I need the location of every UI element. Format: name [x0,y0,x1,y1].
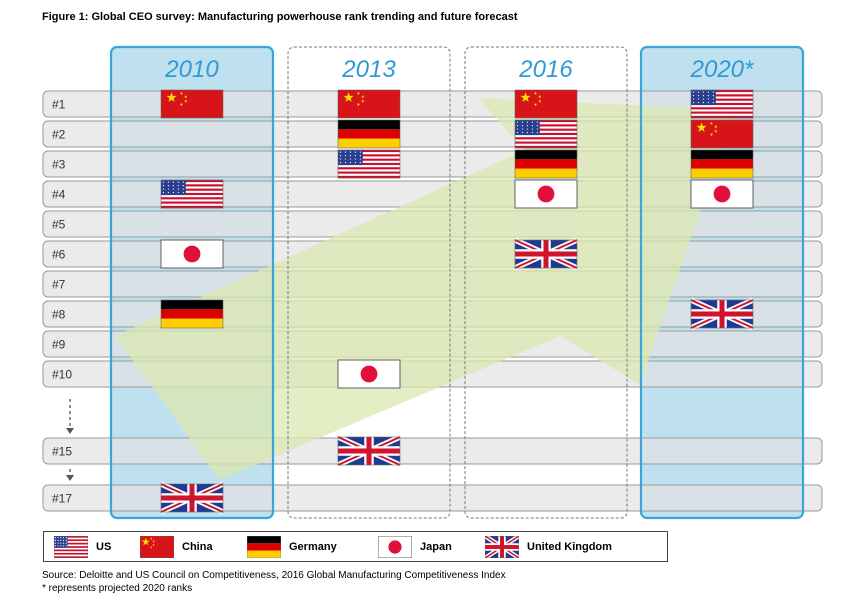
year-header: 2010 [164,56,219,83]
uk-flag-icon [689,297,755,331]
rank-label: #5 [52,218,66,232]
projection-note: * represents projected 2020 ranks [42,583,193,594]
us-flag-icon [54,535,88,558]
japan-flag-icon [378,535,412,558]
column-border [639,45,805,520]
germany-flag-icon [160,299,224,329]
china-flag-icon [160,89,224,119]
japan-flag-icon [514,179,578,209]
legend-item-uk: United Kingdom [485,532,612,561]
rank-label: #8 [52,308,66,322]
rank-label: #10 [52,368,72,382]
gap-arrow-head [66,428,74,434]
china-flag-icon [690,119,754,149]
germany-flag-icon [247,535,281,558]
column-border [287,46,451,519]
rank-label: #6 [52,248,66,262]
rank-label: #15 [52,445,72,459]
column-border [109,45,275,520]
gap-arrow-head [66,475,74,481]
rank-label: #2 [52,128,66,142]
legend-item-japan: Japan [378,532,452,561]
us-flag-icon [514,119,578,149]
rank-label: #7 [52,278,66,292]
china-flag-icon [337,89,401,119]
year-header: 2016 [518,56,573,83]
japan-flag-icon [690,179,754,209]
legend-item-germany: Germany [247,532,337,561]
uk-flag-icon [485,535,519,558]
rank-label: #1 [52,98,66,112]
uk-flag-icon [159,481,225,515]
trend-arrow [115,98,735,480]
rank-row [42,437,823,465]
uk-flag-icon [336,434,402,468]
china-flag-icon [140,535,174,558]
germany-flag-icon [337,119,401,149]
legend-item-us: US [54,532,111,561]
germany-flag-icon [690,149,754,179]
figure-title: Figure 1: Global CEO survey: Manufacturi… [42,11,518,23]
rank-label: #9 [52,338,66,352]
japan-flag-icon [160,239,224,269]
rank-label: #3 [52,158,66,172]
us-flag-icon [337,149,401,179]
rank-row [42,484,823,512]
uk-flag-icon [513,237,579,271]
legend-label: US [96,540,112,553]
legend-label: Japan [420,540,452,553]
legend-label: United Kingdom [527,540,612,553]
year-header: 2013 [341,56,396,83]
source-note: Source: Deloitte and US Council on Compe… [42,570,506,581]
china-flag-icon [514,89,578,119]
legend: US China Germany Japan United Kingdom [43,531,668,562]
legend-label: Germany [289,540,337,553]
japan-flag-icon [337,359,401,389]
rank-label: #17 [52,492,72,506]
germany-flag-icon [514,149,578,179]
legend-label: China [182,540,213,553]
rank-label: #4 [52,188,66,202]
us-flag-icon [690,89,754,119]
year-header: 2020* [690,56,754,83]
legend-item-china: China [140,532,213,561]
column-border [464,46,628,519]
us-flag-icon [160,179,224,209]
